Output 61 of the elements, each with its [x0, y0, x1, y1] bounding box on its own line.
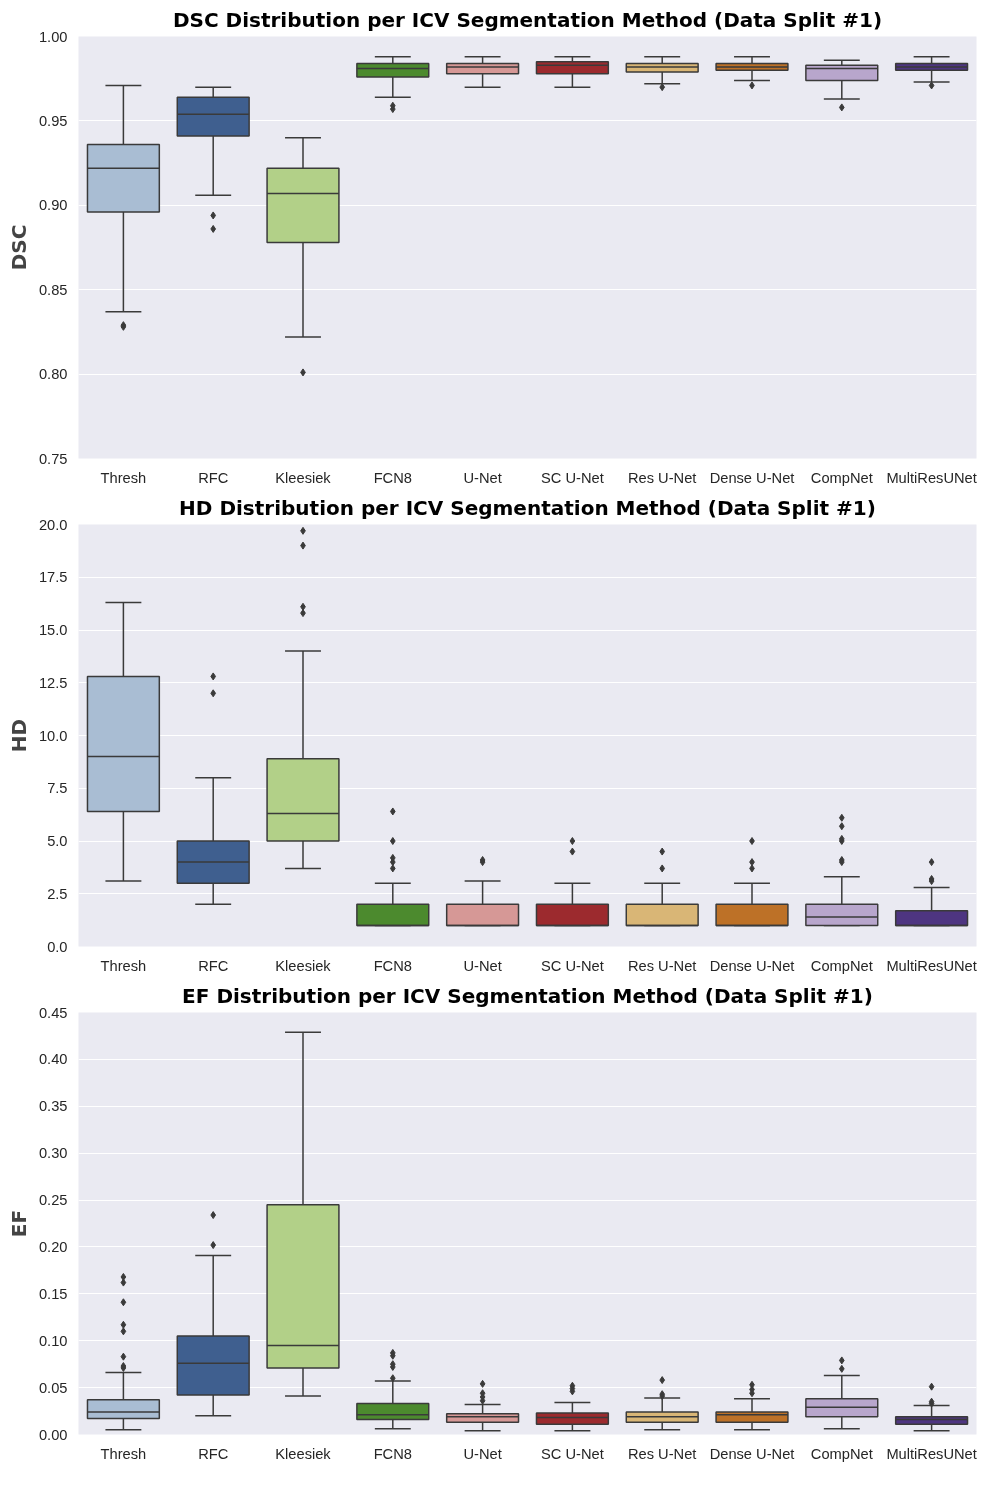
y-tick-label: 12.5 — [38, 674, 68, 691]
y-tick-label: 2.5 — [47, 885, 68, 902]
x-tick-label: Dense U-Net — [709, 957, 795, 974]
chart-title: HD Distribution per ICV Segmentation Method (Data Split #1) — [179, 495, 876, 520]
y-axis-title: DSC — [6, 224, 31, 271]
chart-title: DSC Distribution per ICV Segmentation Method (Data Split #1) — [172, 7, 883, 32]
x-tick-label: Thresh — [100, 1445, 147, 1462]
y-tick-label: 0.90 — [38, 197, 68, 214]
x-tick-label: FCN8 — [373, 957, 412, 974]
y-tick-label: 5.0 — [47, 833, 68, 849]
x-tick-label: Kleesiek — [275, 1445, 332, 1462]
y-tick-label: 0.25 — [38, 1192, 68, 1209]
y-tick-label: 0.20 — [38, 1238, 68, 1255]
x-tick-label: Dense U-Net — [709, 469, 795, 486]
y-tick-label: 0.45 — [38, 1004, 68, 1021]
x-tick-label: CompNet — [810, 957, 873, 974]
x-tick-label: FCN8 — [373, 469, 412, 486]
y-tick-label: 0.0 — [47, 938, 68, 955]
x-tick-label: U-Net — [463, 1445, 502, 1462]
y-tick-label: 0.30 — [38, 1145, 68, 1162]
y-tick-label: 0.40 — [38, 1051, 68, 1068]
x-tick-label: Kleesiek — [275, 469, 332, 486]
x-tick-label: RFC — [198, 469, 229, 486]
y-tick-label: 7.5 — [47, 780, 68, 797]
y-tick-label: 0.00 — [38, 1426, 68, 1443]
chart-title: EF Distribution per ICV Segmentation Method (Data Split #1) — [182, 983, 873, 1008]
y-tick-label: 0.15 — [38, 1285, 68, 1302]
y-tick-label: 0.10 — [38, 1332, 68, 1349]
y-tick-label: 0.35 — [38, 1098, 68, 1115]
y-tick-label: 0.80 — [38, 366, 68, 383]
x-tick-label: MultiResUNet — [886, 469, 977, 486]
x-tick-label: CompNet — [810, 1445, 873, 1462]
x-tick-label: FCN8 — [373, 1445, 412, 1462]
x-tick-label: Kleesiek — [275, 957, 332, 974]
x-tick-label: Res U-Net — [628, 469, 697, 486]
y-tick-label: 17.5 — [38, 569, 68, 586]
x-tick-label: MultiResUNet — [886, 1445, 977, 1462]
x-tick-label: Res U-Net — [628, 957, 697, 974]
y-tick-label: 10.0 — [38, 727, 68, 744]
y-tick-label: 0.95 — [38, 112, 68, 129]
x-tick-label: U-Net — [463, 957, 502, 974]
y-tick-label: 1.00 — [38, 28, 68, 45]
x-tick-label: Res U-Net — [628, 1445, 697, 1462]
x-tick-label: MultiResUNet — [886, 957, 977, 974]
x-tick-label: RFC — [198, 1445, 229, 1462]
y-tick-label: 15.0 — [38, 622, 68, 638]
x-tick-label: SC U-Net — [541, 1445, 604, 1462]
x-tick-label: U-Net — [463, 469, 502, 486]
x-tick-label: SC U-Net — [541, 469, 604, 486]
y-tick-label: 0.75 — [38, 450, 68, 467]
y-tick-label: 0.05 — [38, 1379, 68, 1396]
x-tick-label: Thresh — [100, 469, 147, 486]
y-axis-title: EF — [6, 1209, 31, 1238]
y-axis-title: HD — [6, 718, 31, 753]
x-tick-label: CompNet — [810, 469, 873, 486]
y-tick-label: 0.85 — [38, 281, 68, 298]
x-tick-label: Dense U-Net — [709, 1445, 795, 1462]
y-tick-label: 20.0 — [38, 516, 68, 533]
x-tick-label: Thresh — [100, 957, 147, 974]
x-tick-label: SC U-Net — [541, 957, 604, 974]
x-tick-label: RFC — [198, 957, 229, 974]
